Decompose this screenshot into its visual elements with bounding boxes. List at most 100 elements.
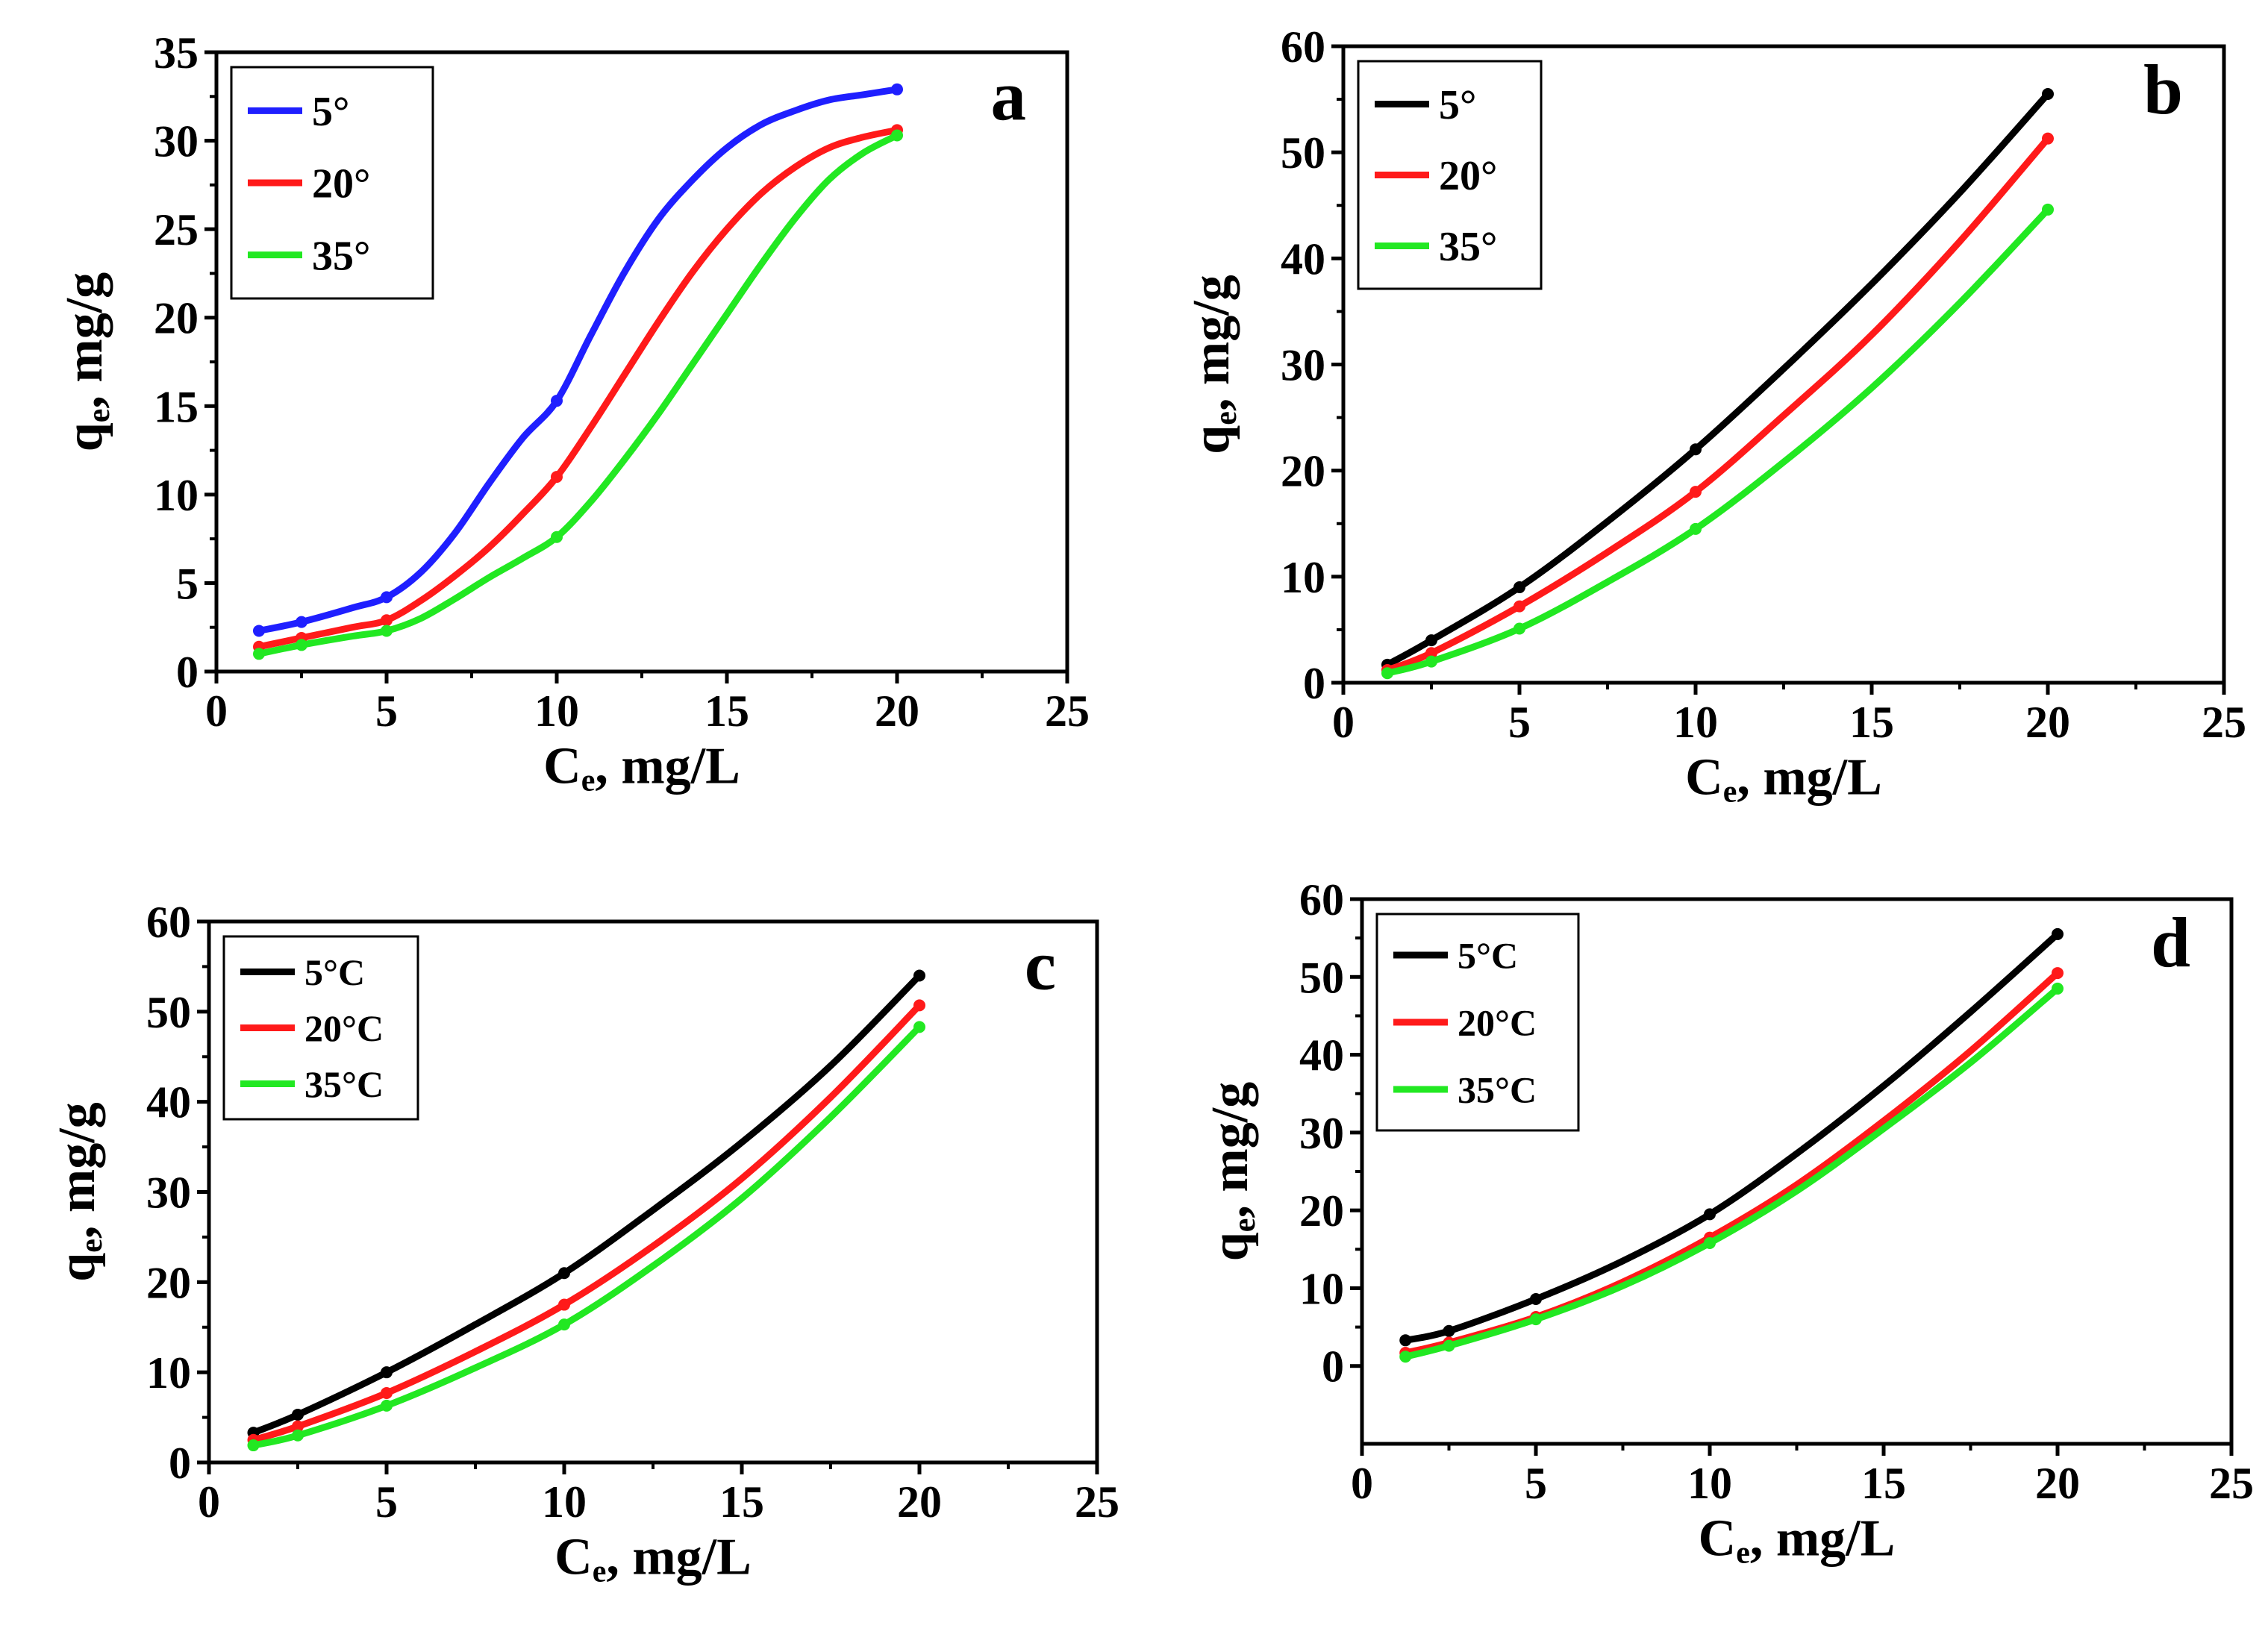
x-tick-label: 25: [2202, 698, 2246, 747]
data-point: [247, 1439, 260, 1452]
x-tick-label: 5: [375, 686, 398, 736]
data-point: [1443, 1339, 1455, 1352]
data-point: [253, 648, 265, 660]
data-point: [253, 625, 265, 637]
x-axis-label: Ce, mg/L: [543, 738, 740, 798]
x-axis-label-sub: e: [593, 1555, 607, 1589]
data-point: [296, 616, 307, 628]
y-tick-label: 30: [146, 1168, 191, 1218]
y-axis-label-sub: e: [82, 409, 116, 423]
x-tick-label: 20: [2035, 1459, 2080, 1508]
data-point: [2052, 967, 2064, 980]
y-tick-label: 0: [176, 648, 199, 697]
y-tick-label: 20: [1281, 447, 1325, 496]
panel-letter: d: [2151, 903, 2190, 982]
series-line-1: [250, 1001, 923, 1444]
y-axis-label-sub: e: [1228, 1218, 1262, 1233]
x-tick-label: 10: [542, 1477, 587, 1527]
y-tick-label: 15: [154, 382, 199, 431]
data-point: [913, 969, 925, 982]
x-tick-label: 15: [1849, 698, 1894, 747]
legend-label: 35°: [312, 233, 370, 279]
data-point: [381, 1386, 393, 1399]
y-axis-label: qe, mg/g: [56, 272, 116, 451]
x-tick-label: 5: [375, 1477, 398, 1527]
data-point: [558, 1267, 570, 1280]
legend-label: 5°: [1439, 82, 1476, 128]
data-point: [381, 1366, 393, 1379]
legend-box: [230, 66, 434, 300]
x-axis-label-main: C: [1699, 1510, 1737, 1568]
data-point: [913, 1021, 925, 1033]
x-tick-label: 5: [1508, 698, 1531, 747]
y-tick-label: 30: [1281, 341, 1325, 390]
y-tick-label: 10: [1299, 1264, 1344, 1313]
x-tick-label: 20: [2025, 698, 2070, 747]
x-tick-label: 15: [1861, 1459, 1906, 1508]
y-axis-label-rest: , mg/g: [49, 1102, 106, 1239]
y-tick-label: 25: [154, 205, 199, 254]
y-tick-label: 60: [1281, 22, 1325, 72]
y-axis-label-main: q: [56, 422, 113, 451]
data-point: [1690, 522, 1702, 535]
data-point: [1690, 486, 1702, 498]
x-tick-label: 15: [719, 1477, 764, 1527]
data-point: [551, 531, 563, 543]
y-axis-label-main: q: [49, 1253, 106, 1282]
y-tick-label: 10: [146, 1348, 191, 1398]
y-tick-label: 60: [146, 898, 191, 947]
legend-label: 5°C: [304, 951, 365, 993]
series-line-2: [1384, 206, 2052, 677]
data-point: [381, 1399, 393, 1412]
y-axis-label-sub: e: [75, 1239, 109, 1253]
panel-letter: b: [2143, 50, 2183, 129]
y-axis-label-main: q: [1202, 1232, 1259, 1261]
series-line-0: [1402, 930, 2061, 1344]
x-axis-label-rest: , mg/L: [1737, 749, 1881, 807]
data-point: [1530, 1313, 1542, 1326]
x-tick-label: 10: [1687, 1459, 1732, 1508]
x-axis-label-sub: e: [1723, 775, 1737, 810]
data-point: [1399, 1334, 1412, 1347]
x-axis-label: Ce, mg/L: [554, 1529, 752, 1589]
y-tick-label: 20: [1299, 1186, 1344, 1236]
data-point: [1530, 1293, 1542, 1306]
data-point: [551, 395, 563, 407]
legend-label: 20°: [312, 161, 370, 207]
y-tick-label: 10: [1281, 553, 1325, 602]
y-tick-label: 35: [154, 28, 199, 78]
legend-label: 35°C: [1458, 1069, 1537, 1111]
y-tick-label: 40: [146, 1078, 191, 1127]
data-point: [1381, 667, 1393, 680]
y-tick-label: 50: [1281, 128, 1325, 178]
data-point: [292, 1408, 304, 1421]
x-axis-label-rest: , mg/L: [595, 738, 740, 795]
data-point: [558, 1318, 570, 1331]
data-point: [381, 591, 393, 604]
y-tick-label: 20: [154, 294, 199, 343]
y-tick-label: 40: [1281, 234, 1325, 284]
y-tick-label: 30: [1299, 1109, 1344, 1158]
x-axis-label: Ce, mg/L: [1699, 1510, 1896, 1571]
data-point: [2042, 87, 2054, 100]
x-tick-label: 20: [897, 1477, 942, 1527]
data-point: [1425, 647, 1437, 660]
data-point: [1425, 655, 1437, 668]
y-axis-label-rest: , mg/g: [1202, 1082, 1259, 1218]
data-point: [2042, 203, 2054, 216]
y-tick-label: 5: [176, 559, 199, 608]
legend-label: 20°C: [304, 1007, 384, 1049]
x-tick-label: 0: [1351, 1459, 1373, 1508]
x-tick-label: 25: [1075, 1477, 1119, 1527]
y-axis-label: qe, mg/g: [1202, 1082, 1262, 1261]
x-axis-label-rest: , mg/L: [1750, 1510, 1895, 1568]
y-tick-label: 60: [1299, 875, 1344, 924]
data-point: [1690, 443, 1702, 456]
x-axis-label-main: C: [554, 1529, 593, 1586]
y-tick-label: 30: [154, 117, 199, 166]
legend-label: 20°C: [1458, 1002, 1537, 1044]
x-axis-label-main: C: [1685, 749, 1723, 807]
